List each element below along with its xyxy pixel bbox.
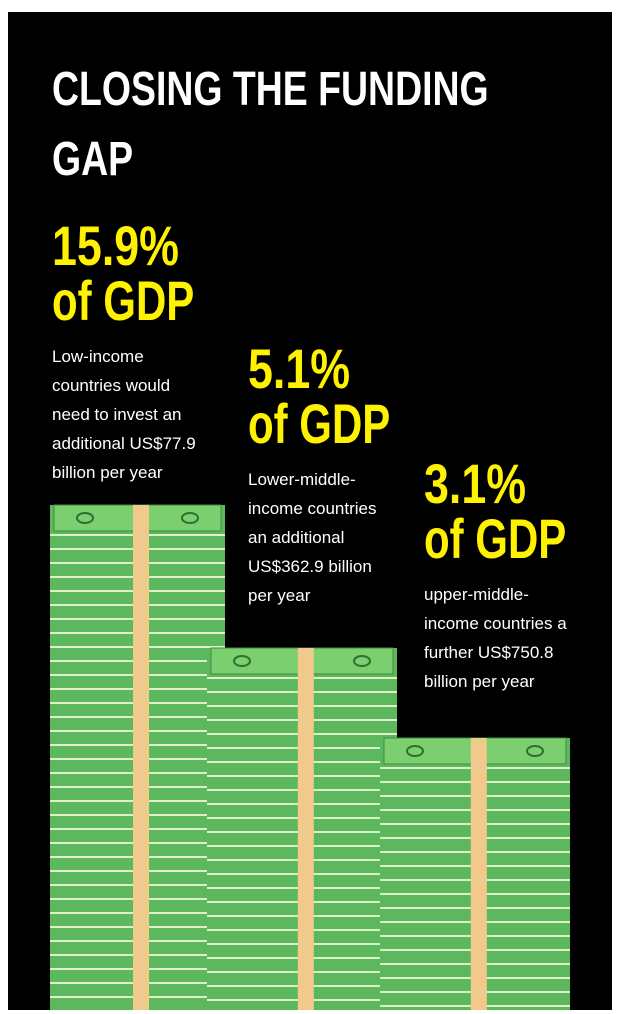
description: US$362.9 billion bbox=[248, 557, 372, 576]
figure: 3.1% bbox=[424, 452, 526, 515]
description: further US$750.8 bbox=[424, 643, 553, 662]
description: Low-income bbox=[52, 347, 144, 366]
title: GAP bbox=[52, 133, 133, 187]
figure-unit: of GDP bbox=[248, 393, 390, 455]
bill-seal bbox=[406, 745, 424, 757]
bill-seal bbox=[353, 655, 371, 667]
bill-seal bbox=[233, 655, 251, 667]
description: need to invest an bbox=[52, 405, 181, 424]
description: additional US$77.9 bbox=[52, 434, 196, 453]
description: Lower-middle- bbox=[248, 470, 356, 489]
money-stack bbox=[50, 504, 225, 1010]
description: billion per year bbox=[52, 463, 163, 482]
figure-unit: of GDP bbox=[424, 508, 566, 570]
title: CLOSING THE FUNDING bbox=[52, 63, 489, 117]
description: income countries a bbox=[424, 614, 567, 633]
band bbox=[297, 648, 314, 1010]
bill-seal bbox=[526, 745, 544, 757]
money-stack bbox=[207, 647, 397, 1010]
description: billion per year bbox=[424, 672, 535, 691]
bill-seal bbox=[181, 512, 199, 524]
description: countries would bbox=[52, 376, 170, 395]
money-stacks bbox=[50, 504, 570, 1010]
figure-unit: of GDP bbox=[52, 270, 194, 332]
description: per year bbox=[248, 586, 311, 605]
description: income countries bbox=[248, 499, 377, 518]
band bbox=[470, 738, 487, 1010]
description: an additional bbox=[248, 528, 344, 547]
money-stack bbox=[380, 737, 570, 1010]
figure: 5.1% bbox=[248, 337, 350, 400]
description: upper-middle- bbox=[424, 585, 529, 604]
band bbox=[133, 505, 149, 1010]
bill-seal bbox=[76, 512, 94, 524]
figure: 15.9% bbox=[52, 214, 179, 277]
